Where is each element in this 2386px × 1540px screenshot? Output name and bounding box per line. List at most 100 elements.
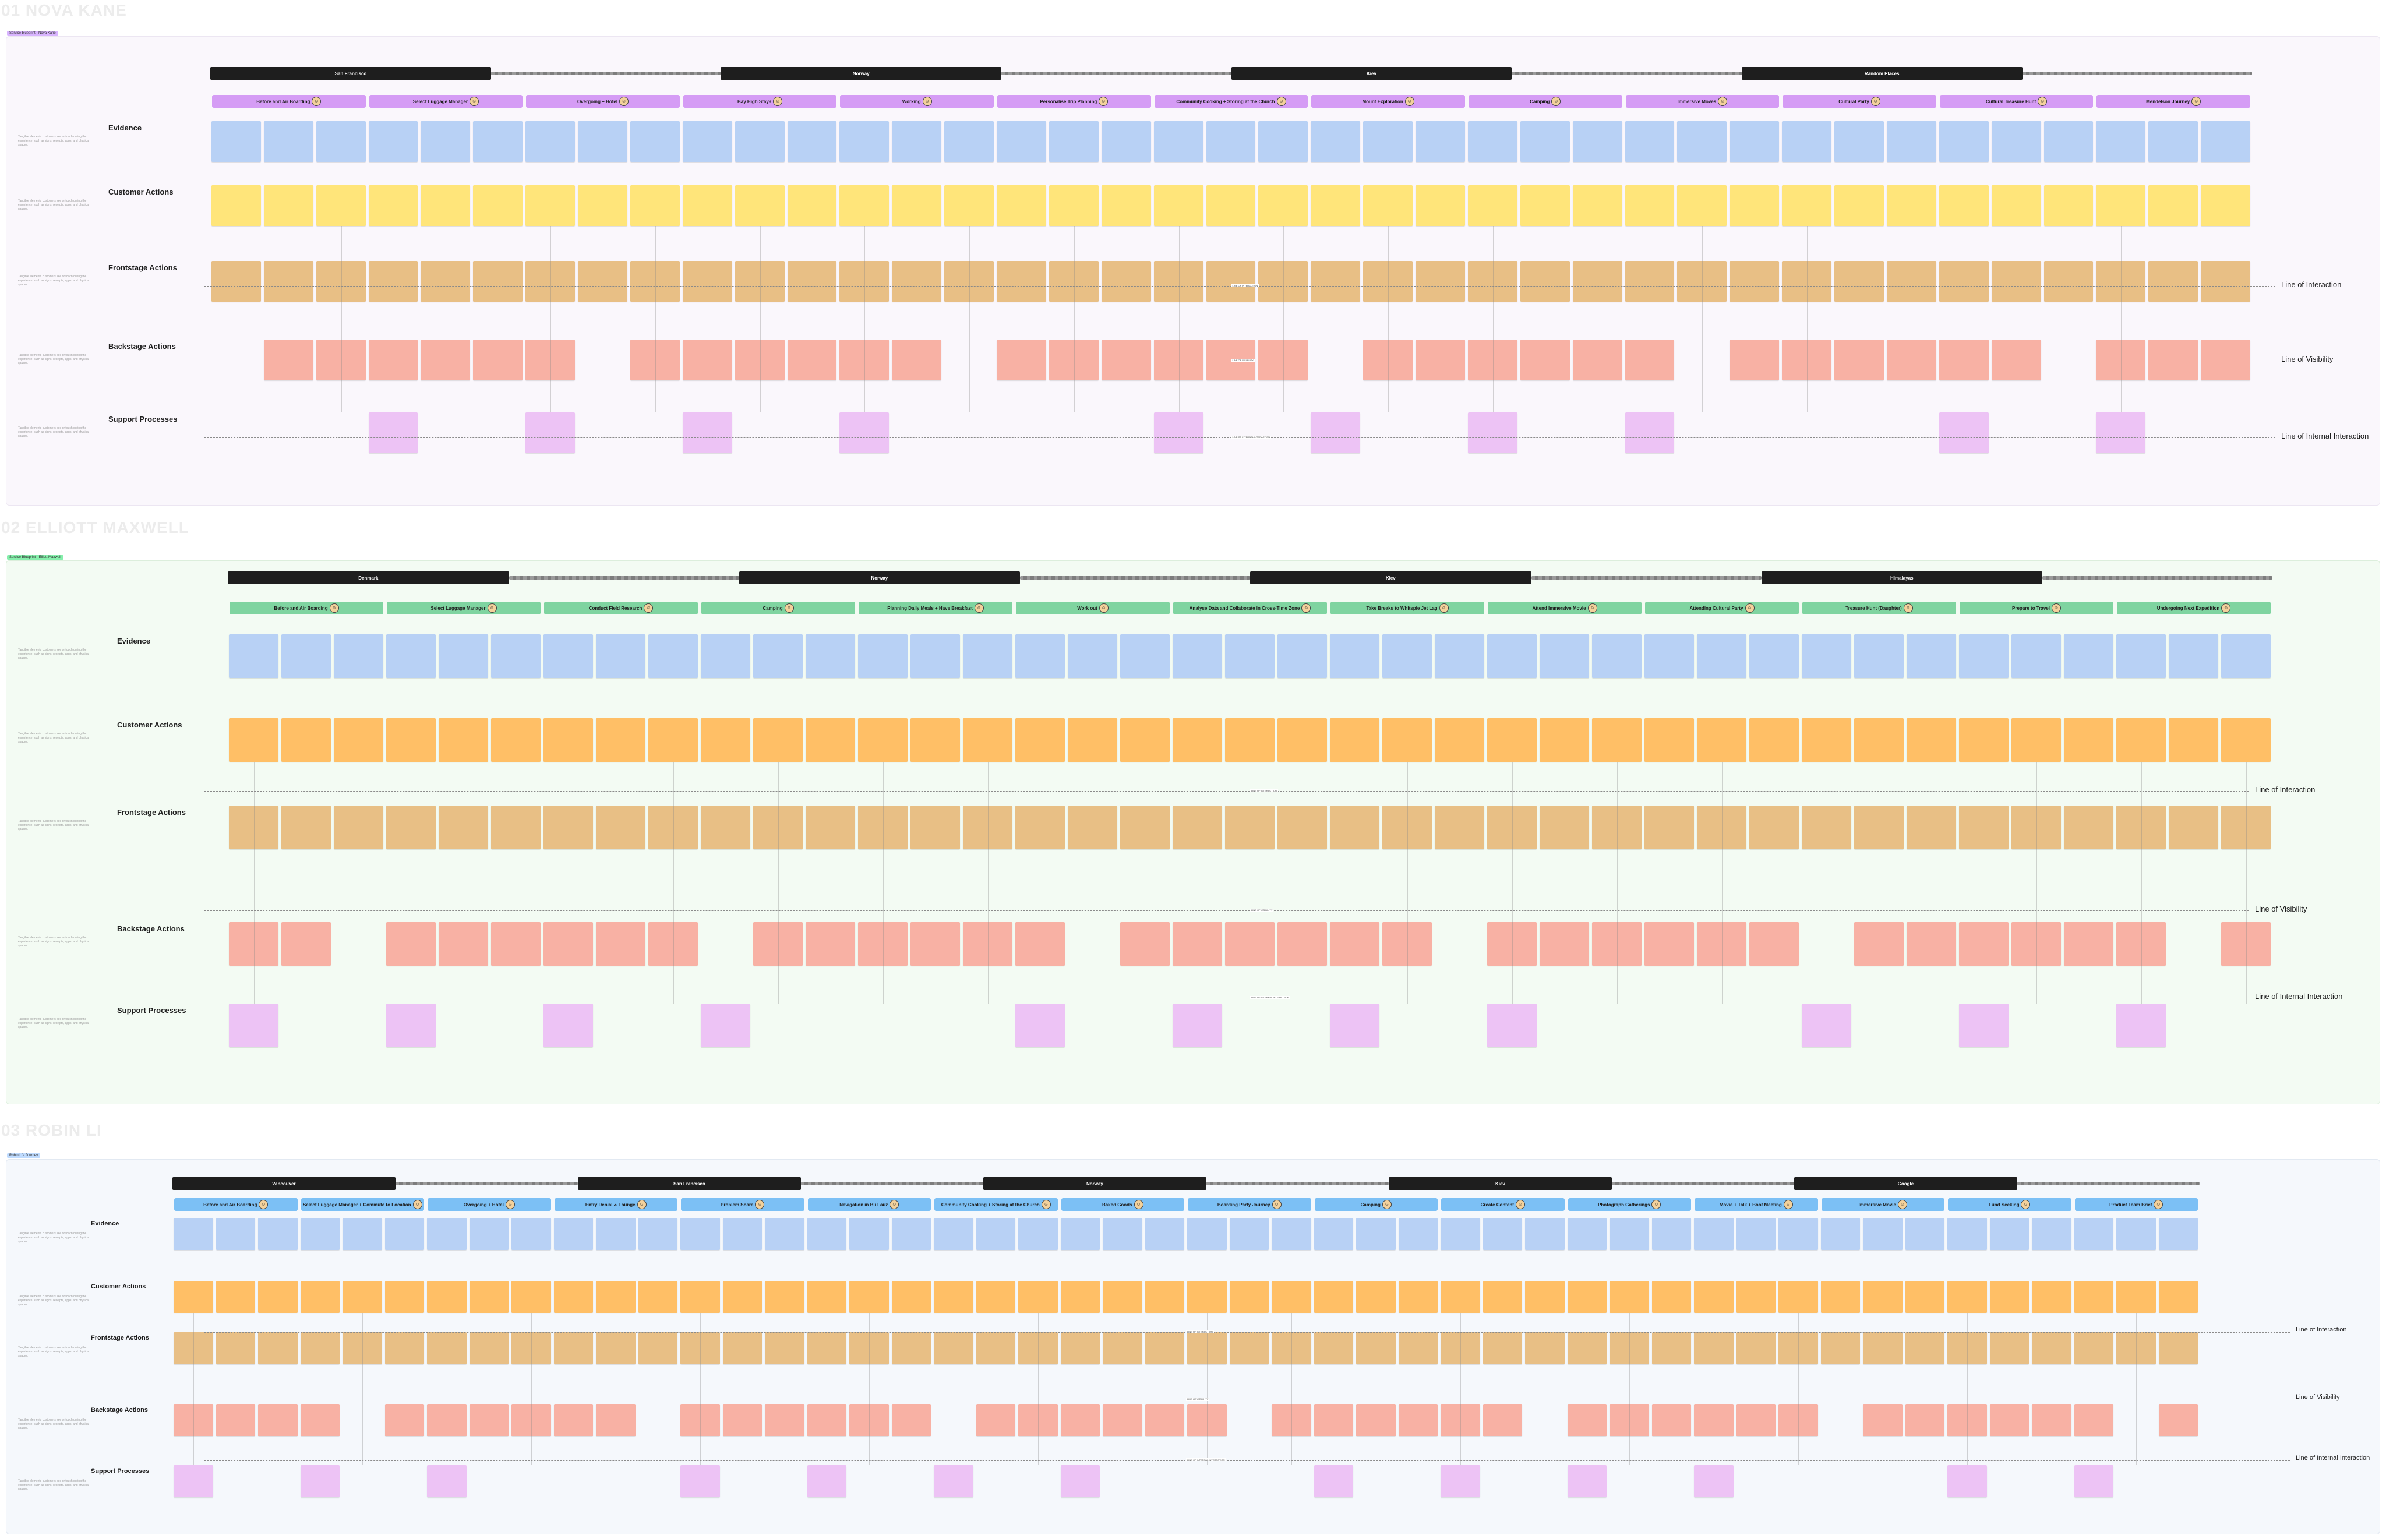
- phase-label: Vancouver: [172, 1177, 396, 1190]
- line-label: Line of Internal Interaction: [2281, 432, 2369, 440]
- evidence-note: [1854, 634, 1904, 678]
- avatar-icon: ☺: [890, 1200, 899, 1209]
- evidence-note: [1991, 121, 2041, 162]
- frontstage-action-note: [1677, 261, 1727, 302]
- line-mini-label: LINE OF INTERNAL INTERACTION: [1250, 996, 1290, 999]
- stage-header: Personalise Trip Planning ☺: [997, 95, 1151, 108]
- frontstage-action-note: [316, 261, 366, 302]
- evidence-note: [1068, 634, 1117, 678]
- stage-header: Camping ☺: [1468, 95, 1622, 108]
- stage-label: Treasure Hunt (Daughter): [1845, 605, 1902, 611]
- customer-action-note: [1572, 185, 1622, 226]
- frontstage-action-note: [2011, 806, 2061, 849]
- backstage-action-note: [2148, 340, 2198, 380]
- stage-label: Fund Seeking: [1989, 1202, 2020, 1207]
- evidence-note: [491, 634, 541, 678]
- backstage-action-note: [807, 1404, 846, 1436]
- stage-label: Select Luggage Manager + Commute to Loca…: [302, 1202, 411, 1207]
- backstage-action-note: [765, 1404, 804, 1436]
- frontstage-action-note: [807, 1332, 846, 1364]
- support-process-note: [1947, 1465, 1987, 1497]
- backstage-action-note: [1697, 922, 1746, 966]
- customer-action-note: [1520, 185, 1570, 226]
- frontstage-action-note: [1610, 1332, 1649, 1364]
- customer-action-note: [427, 1281, 467, 1313]
- frontstage-action-note: [701, 806, 750, 849]
- stage-header: Working ☺: [840, 95, 994, 108]
- connector-line: [655, 226, 656, 412]
- frontstage-action-note: [630, 261, 680, 302]
- blueprint-section: Denmark Norway Kiev Himalayas Before and Air…: [6, 560, 2380, 1104]
- customer-action-note: [1567, 1281, 1607, 1313]
- frontstage-action-note: [1778, 1332, 1818, 1364]
- frontstage-action-note: [1730, 261, 1780, 302]
- phase-label: Google: [1794, 1177, 2017, 1190]
- backstage-action-note: [263, 340, 313, 380]
- backstage-action-note: [384, 1404, 424, 1436]
- stage-label: Undergoing Next Expedition: [2156, 605, 2220, 611]
- stage-header: Conduct Field Research ☺: [544, 602, 698, 614]
- frontstage-action-note: [1644, 806, 1694, 849]
- phase-label: Kiev: [1231, 67, 1512, 80]
- frontstage-action-note: [473, 261, 523, 302]
- frontstage-action-note: [722, 1332, 762, 1364]
- backstage-action-note: [1187, 1404, 1227, 1436]
- customer-action-note: [1854, 718, 1904, 762]
- connector-line: [1512, 762, 1513, 1004]
- customer-action-note: [1356, 1281, 1396, 1313]
- evidence-note: [997, 121, 1046, 162]
- customer-action-note: [229, 718, 278, 762]
- backstage-action-note: [1694, 1404, 1734, 1436]
- frontstage-action-note: [2064, 806, 2113, 849]
- evidence-note: [2201, 121, 2250, 162]
- customer-action-note: [343, 1281, 382, 1313]
- evidence-note: [1907, 634, 1956, 678]
- evidence-note: [263, 121, 313, 162]
- customer-action-note: [2169, 718, 2218, 762]
- backstage-action-note: [1225, 922, 1275, 966]
- evidence-note: [439, 634, 488, 678]
- backstage-action-note: [1854, 922, 1904, 966]
- evidence-note: [1886, 121, 1936, 162]
- frontstage-action-note: [1592, 806, 1642, 849]
- connector-line: [1967, 1313, 1968, 1465]
- line-mini-label: LINE OF VISIBILITY: [1231, 359, 1255, 362]
- customer-action-note: [491, 718, 541, 762]
- frontstage-action-note: [1356, 1332, 1396, 1364]
- avatar-icon: ☺: [1515, 1200, 1525, 1209]
- avatar-icon: ☺: [2221, 603, 2231, 613]
- connector-line: [1074, 226, 1075, 412]
- frontstage-action-note: [2096, 261, 2146, 302]
- frontstage-action-note: [839, 261, 890, 302]
- stage-header: Treasure Hunt (Daughter) ☺: [1802, 602, 1956, 614]
- line-mini-label: LINE OF INTERACTION: [1231, 284, 1259, 287]
- support-process-note: [229, 1004, 278, 1047]
- backstage-action-note: [229, 922, 278, 966]
- support-process-note: [934, 1465, 973, 1497]
- customer-action-note: [1103, 1281, 1142, 1313]
- customer-action-note: [439, 718, 488, 762]
- customer-action-note: [630, 185, 680, 226]
- frontstage-action-note: [944, 261, 994, 302]
- backstage-action-note: [1483, 1404, 1522, 1436]
- evidence-note: [596, 1218, 636, 1250]
- line-mini-label: LINE OF INTERNAL INTERACTION: [1186, 1458, 1226, 1461]
- evidence-note: [1153, 121, 1203, 162]
- avatar-icon: ☺: [2154, 1200, 2163, 1209]
- row-description: Tangible elements customers see or touch…: [18, 199, 90, 211]
- row-label: Customer Actions: [91, 1283, 146, 1290]
- backstage-action-note: [892, 340, 942, 380]
- frontstage-action-note: [849, 1332, 889, 1364]
- avatar-icon: ☺: [1745, 603, 1755, 613]
- evidence-note: [578, 121, 627, 162]
- evidence-note: [334, 634, 383, 678]
- evidence-note: [1206, 121, 1256, 162]
- connector-line: [2136, 1313, 2137, 1465]
- backstage-action-note: [806, 922, 855, 966]
- row-label: Evidence: [108, 123, 142, 132]
- frontstage-action-note: [1441, 1332, 1480, 1364]
- frontstage-action-note: [491, 806, 541, 849]
- backstage-action-note: [1625, 340, 1675, 380]
- backstage-action-note: [1905, 1404, 1944, 1436]
- customer-action-note: [1225, 718, 1275, 762]
